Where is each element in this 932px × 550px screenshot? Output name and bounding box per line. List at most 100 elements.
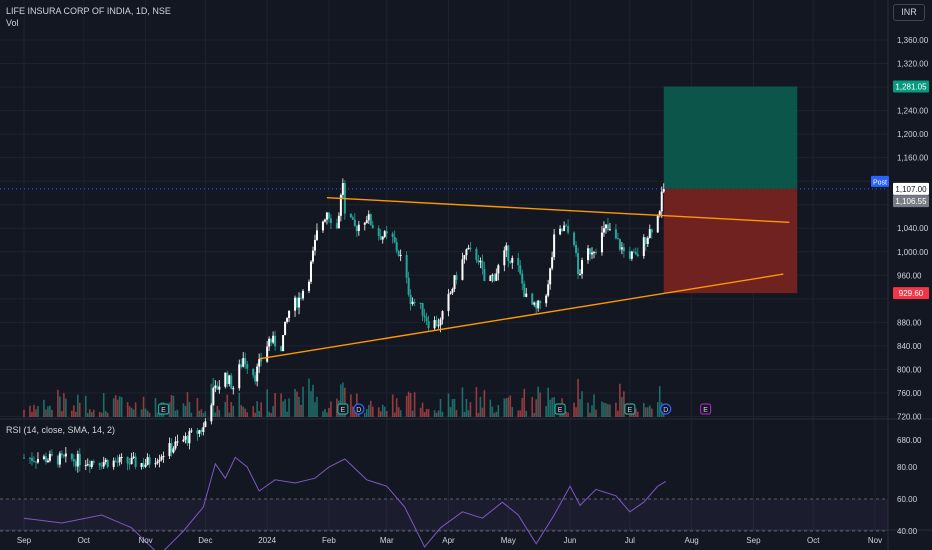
time-tick: Aug — [685, 536, 699, 545]
volume-bar — [423, 412, 426, 417]
candle-body — [300, 297, 303, 299]
candle-body — [327, 212, 330, 219]
candle-body — [86, 464, 89, 466]
candle-body — [447, 293, 450, 312]
candle-body — [421, 303, 424, 316]
volume-bar — [503, 398, 506, 417]
volume-bar — [603, 402, 605, 417]
time-tick: Jun — [564, 536, 577, 545]
volume-bar — [23, 409, 25, 417]
volume-bar — [224, 401, 227, 417]
candle-body — [549, 268, 552, 285]
volume-bar — [126, 402, 129, 417]
volume-bar — [621, 397, 623, 417]
volume-bar — [511, 407, 514, 417]
volume-bar — [385, 410, 388, 417]
candle-body — [453, 275, 456, 289]
candle-body — [32, 460, 35, 462]
volume-bar — [535, 399, 537, 417]
candle-body — [134, 456, 137, 467]
candle-body — [184, 436, 187, 440]
price-tick: 880.00 — [897, 318, 922, 327]
candle-body — [391, 233, 394, 238]
candle-body — [636, 254, 639, 257]
candle-body — [268, 338, 271, 347]
volume-bar — [102, 392, 105, 417]
candle-body — [602, 228, 605, 233]
candle-body — [620, 247, 623, 250]
candle-body — [202, 427, 205, 432]
volume-bar — [609, 404, 611, 417]
volume-bar — [100, 412, 103, 417]
candle-body — [130, 457, 133, 465]
price-tag — [893, 287, 929, 300]
event-label: E — [161, 407, 166, 414]
volume-bar — [645, 407, 647, 417]
candle-body — [216, 385, 219, 390]
candle-body — [62, 455, 65, 457]
candle-body — [463, 255, 466, 260]
candle-body — [483, 268, 486, 282]
volume-bar — [120, 397, 123, 417]
candle-body — [228, 375, 231, 384]
volume-bar — [238, 392, 241, 417]
volume-bar — [202, 412, 205, 417]
candle-body — [594, 252, 597, 254]
candle-body — [642, 237, 645, 257]
volume-bar — [308, 378, 310, 417]
volume-bar — [607, 404, 609, 417]
volume-bar — [324, 408, 326, 417]
candle-body — [600, 232, 603, 253]
price-tag-text: 1,107.00 — [895, 185, 927, 194]
candle-body — [371, 225, 374, 229]
event-label: E — [341, 407, 346, 414]
candle-body — [168, 443, 171, 457]
candle-body — [427, 321, 430, 329]
volume-bar — [591, 405, 593, 417]
price-tag-text: 929.60 — [899, 289, 924, 298]
post-tag — [871, 175, 889, 187]
candle-body — [648, 229, 651, 238]
candle-body — [656, 215, 659, 233]
candle-body — [102, 462, 105, 467]
volume-bar — [79, 402, 81, 417]
price-tag-text: 1,106.55 — [895, 197, 927, 206]
candle-body — [212, 388, 215, 406]
candle-body — [435, 320, 438, 326]
trendlines[interactable] — [259, 196, 790, 360]
earnings-marker — [157, 403, 170, 415]
price-tag — [893, 195, 929, 208]
volume-bar — [31, 411, 33, 417]
price-axis[interactable]: 1,360.00 1,320.00 1,281.05 1,240.00 1,200.00… — [871, 36, 929, 536]
volume-bar — [419, 407, 422, 417]
volume-bar — [589, 412, 591, 417]
time-axis[interactable]: Sep Oct Nov Dec 2024 Feb Mar Apr May Jun Jul Aug Sep… — [17, 536, 882, 545]
volume-bar — [489, 399, 492, 417]
candle-body — [100, 465, 103, 467]
volume-bar — [132, 409, 135, 417]
price-tick: 960.00 — [897, 271, 922, 280]
candle-body — [413, 301, 416, 303]
candle-body — [120, 456, 123, 458]
candle-body — [158, 459, 161, 462]
earnings-marker — [624, 403, 636, 415]
volume-bar — [49, 405, 51, 417]
volume-bar — [658, 386, 661, 417]
rsi-band — [0, 499, 888, 531]
volume-bar — [232, 405, 235, 417]
volume-bar — [158, 412, 161, 417]
volume-bar — [539, 392, 541, 417]
candle-body — [214, 385, 217, 389]
volume-bar — [92, 409, 95, 417]
candle-body — [618, 239, 621, 250]
volume-bar — [140, 409, 143, 417]
candle-body — [254, 375, 257, 382]
volume-bar — [344, 387, 346, 417]
candle-body — [341, 183, 344, 195]
volume-bar — [270, 412, 272, 417]
currency-button[interactable]: INR — [893, 4, 925, 21]
candle-body — [363, 222, 366, 225]
volume-bar — [77, 394, 79, 417]
